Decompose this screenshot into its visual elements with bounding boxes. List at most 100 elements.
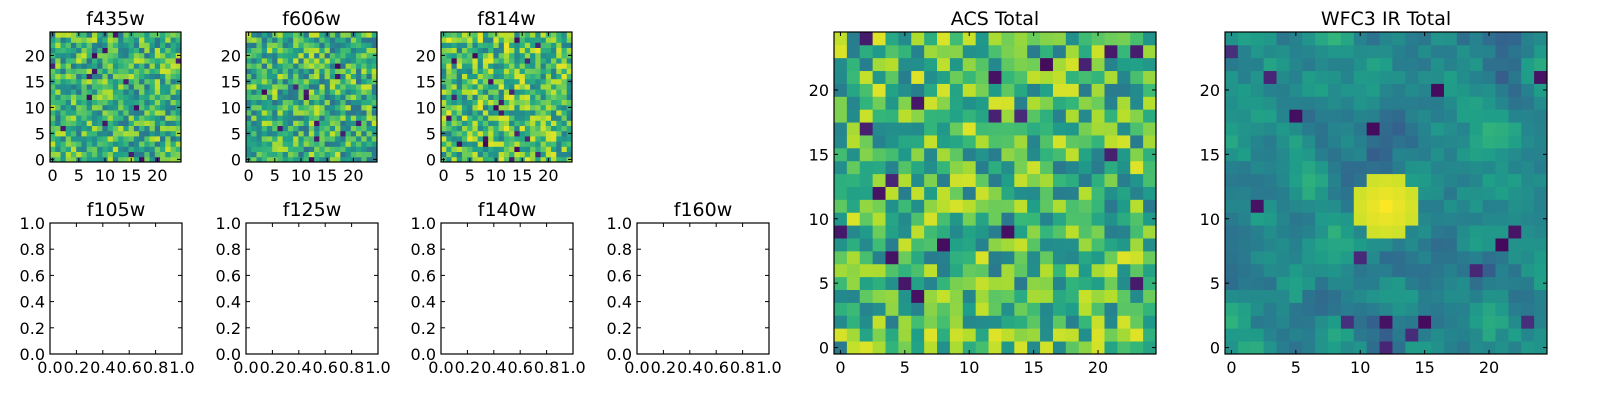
heatmap-cell xyxy=(361,99,367,106)
heatmap-cell xyxy=(949,96,964,110)
heatmap-cell xyxy=(1014,122,1028,136)
heatmap-cell xyxy=(1521,186,1535,200)
heatmap-cell xyxy=(107,89,114,95)
heatmap-cell xyxy=(277,78,284,85)
heatmap-cell xyxy=(988,341,1002,355)
x-tick-label: 0.8 xyxy=(339,358,364,377)
heatmap-cell xyxy=(1353,32,1368,46)
heatmap-cell xyxy=(885,173,899,187)
heatmap-cell xyxy=(123,141,129,147)
heatmap-cell xyxy=(519,63,526,69)
heatmap-cell xyxy=(545,110,552,116)
heatmap-cell xyxy=(540,99,547,106)
heatmap-cell xyxy=(261,58,268,64)
heatmap-cell xyxy=(1534,109,1548,123)
heatmap-cell xyxy=(834,250,848,265)
heatmap-cell xyxy=(1065,44,1080,59)
heatmap-cell xyxy=(1289,341,1303,355)
heatmap-cell xyxy=(988,173,1002,187)
heatmap-cell xyxy=(1104,122,1118,136)
heatmap-cell xyxy=(144,146,150,152)
heatmap-cell xyxy=(514,136,520,142)
heatmap-cell xyxy=(898,122,912,136)
heatmap-cell xyxy=(1340,83,1355,97)
heatmap-cell xyxy=(477,104,484,111)
heatmap-cell xyxy=(1405,57,1419,72)
heatmap-cell xyxy=(308,68,315,74)
heatmap-cell xyxy=(272,42,278,48)
heatmap-cell xyxy=(1495,302,1509,316)
heatmap-cell xyxy=(1104,341,1118,355)
heatmap-cell xyxy=(308,73,315,80)
heatmap-cell xyxy=(461,110,468,116)
heatmap-cell xyxy=(846,122,861,136)
heatmap-cell xyxy=(872,160,886,175)
heatmap-cell xyxy=(1495,32,1509,46)
y-tick-label: 0.0 xyxy=(411,345,436,364)
heatmap-cell xyxy=(834,32,848,46)
heatmap-cell xyxy=(335,115,341,121)
heatmap-cell xyxy=(324,47,331,54)
heatmap-cell xyxy=(329,84,336,90)
heatmap-cell xyxy=(340,125,346,132)
heatmap-cell xyxy=(566,68,573,74)
heatmap-cell xyxy=(293,68,299,74)
heatmap-cell xyxy=(524,52,531,59)
heatmap-cell xyxy=(118,110,124,116)
heatmap-cell xyxy=(561,151,568,158)
heatmap-cell xyxy=(472,141,479,147)
heatmap-cell xyxy=(1418,96,1432,110)
heatmap-cell xyxy=(1040,122,1054,136)
heatmap-cell xyxy=(139,63,145,69)
heatmap-cell xyxy=(118,52,124,59)
heatmap-cell xyxy=(1130,302,1144,316)
heatmap-cell xyxy=(1078,276,1092,290)
heatmap-cell xyxy=(519,99,526,106)
heatmap-cell xyxy=(319,104,325,111)
heatmap-cell xyxy=(76,84,82,90)
heatmap-cell xyxy=(1328,328,1342,342)
heatmap-cell xyxy=(456,37,463,43)
heatmap-cell xyxy=(361,130,367,137)
heatmap-cell xyxy=(350,68,357,74)
heatmap-cell xyxy=(1392,70,1406,84)
heatmap-cell xyxy=(1443,250,1458,265)
heatmap-cell xyxy=(371,94,378,100)
heatmap-cell xyxy=(107,141,114,147)
heatmap-cell xyxy=(924,57,938,72)
heatmap-cell xyxy=(277,99,284,106)
heatmap-cell xyxy=(556,89,562,95)
heatmap-cell xyxy=(859,315,874,329)
heatmap-cell xyxy=(498,78,505,85)
heatmap-cell xyxy=(1001,44,1015,59)
heatmap-cell xyxy=(859,238,874,252)
heatmap-cell xyxy=(514,84,520,90)
heatmap-cell xyxy=(251,68,257,74)
heatmap-cell xyxy=(1328,199,1342,213)
x-tick-label: 0.2 xyxy=(64,358,89,377)
heatmap-cell xyxy=(366,68,373,74)
heatmap-cell xyxy=(1237,302,1252,316)
heatmap-cell xyxy=(477,120,484,126)
axes-frame xyxy=(245,222,379,355)
heatmap-cell xyxy=(514,42,520,48)
heatmap-cell xyxy=(1104,57,1118,72)
heatmap-cell xyxy=(1418,302,1432,316)
heatmap-cell xyxy=(112,32,119,38)
heatmap-cell xyxy=(76,115,82,121)
heatmap-cell xyxy=(1302,186,1316,200)
heatmap-cell xyxy=(1353,263,1368,278)
heatmap-cell xyxy=(1040,173,1054,187)
heatmap-cell xyxy=(1001,147,1015,162)
heatmap-cell xyxy=(1001,70,1015,84)
heatmap-cell xyxy=(329,115,336,121)
heatmap-cell xyxy=(133,89,140,95)
heatmap-cell xyxy=(361,120,367,126)
heatmap-cell xyxy=(123,110,129,116)
heatmap-cell xyxy=(91,32,98,38)
heatmap-cell xyxy=(272,47,278,54)
y-tick-label: 0.0 xyxy=(607,345,632,364)
x-tick-label: 10 xyxy=(1350,358,1370,377)
heatmap-cell xyxy=(540,47,547,54)
heatmap-cell xyxy=(1237,32,1252,46)
